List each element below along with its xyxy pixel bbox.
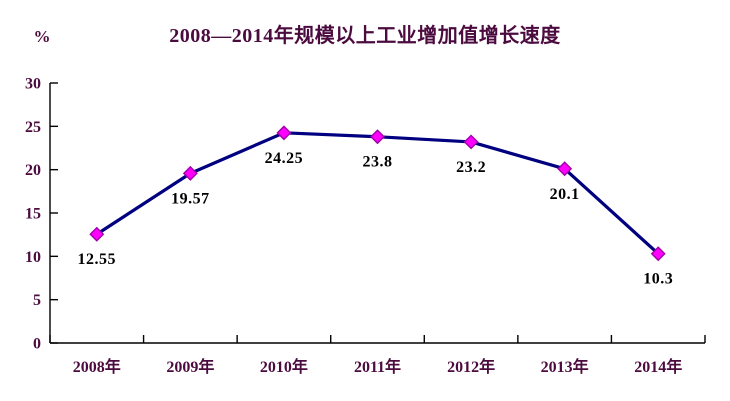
data-point-marker xyxy=(89,226,105,242)
data-point-marker xyxy=(463,134,479,150)
y-tick-label: 0 xyxy=(33,336,41,353)
y-tick-label: 15 xyxy=(25,206,41,223)
x-tick-label: 2008年 xyxy=(73,357,121,376)
y-tick-label: 10 xyxy=(25,249,41,266)
y-tick-label: 25 xyxy=(25,119,41,136)
y-tick-label: 20 xyxy=(25,162,41,179)
y-tick-label: 30 xyxy=(25,76,41,93)
x-tick-label: 2011年 xyxy=(354,357,401,376)
x-tick-label: 2012年 xyxy=(447,357,495,376)
data-point-label: 19.57 xyxy=(171,190,210,207)
x-tick-label: 2009年 xyxy=(166,357,214,376)
x-tick-label: 2010年 xyxy=(260,357,308,376)
data-point-label: 23.2 xyxy=(456,159,486,176)
y-tick-label: 5 xyxy=(33,292,41,309)
data-point-label: 23.8 xyxy=(363,154,393,171)
data-point-marker xyxy=(650,246,666,262)
data-point-label: 12.55 xyxy=(78,251,117,268)
y-axis-unit-label: % xyxy=(33,27,51,46)
data-point-marker xyxy=(557,161,573,177)
data-point-marker xyxy=(370,129,385,145)
data-point-marker xyxy=(276,125,292,141)
data-point-marker xyxy=(182,165,198,181)
chart-title: 2008—2014年规模以上工业增加值增长速度 xyxy=(169,25,561,47)
data-point-label: 20.1 xyxy=(550,186,580,203)
x-tick-label: 2013年 xyxy=(541,357,589,376)
data-point-label: 10.3 xyxy=(643,271,673,288)
data-point-label: 24.25 xyxy=(265,150,304,167)
x-tick-label: 2014年 xyxy=(634,357,682,376)
